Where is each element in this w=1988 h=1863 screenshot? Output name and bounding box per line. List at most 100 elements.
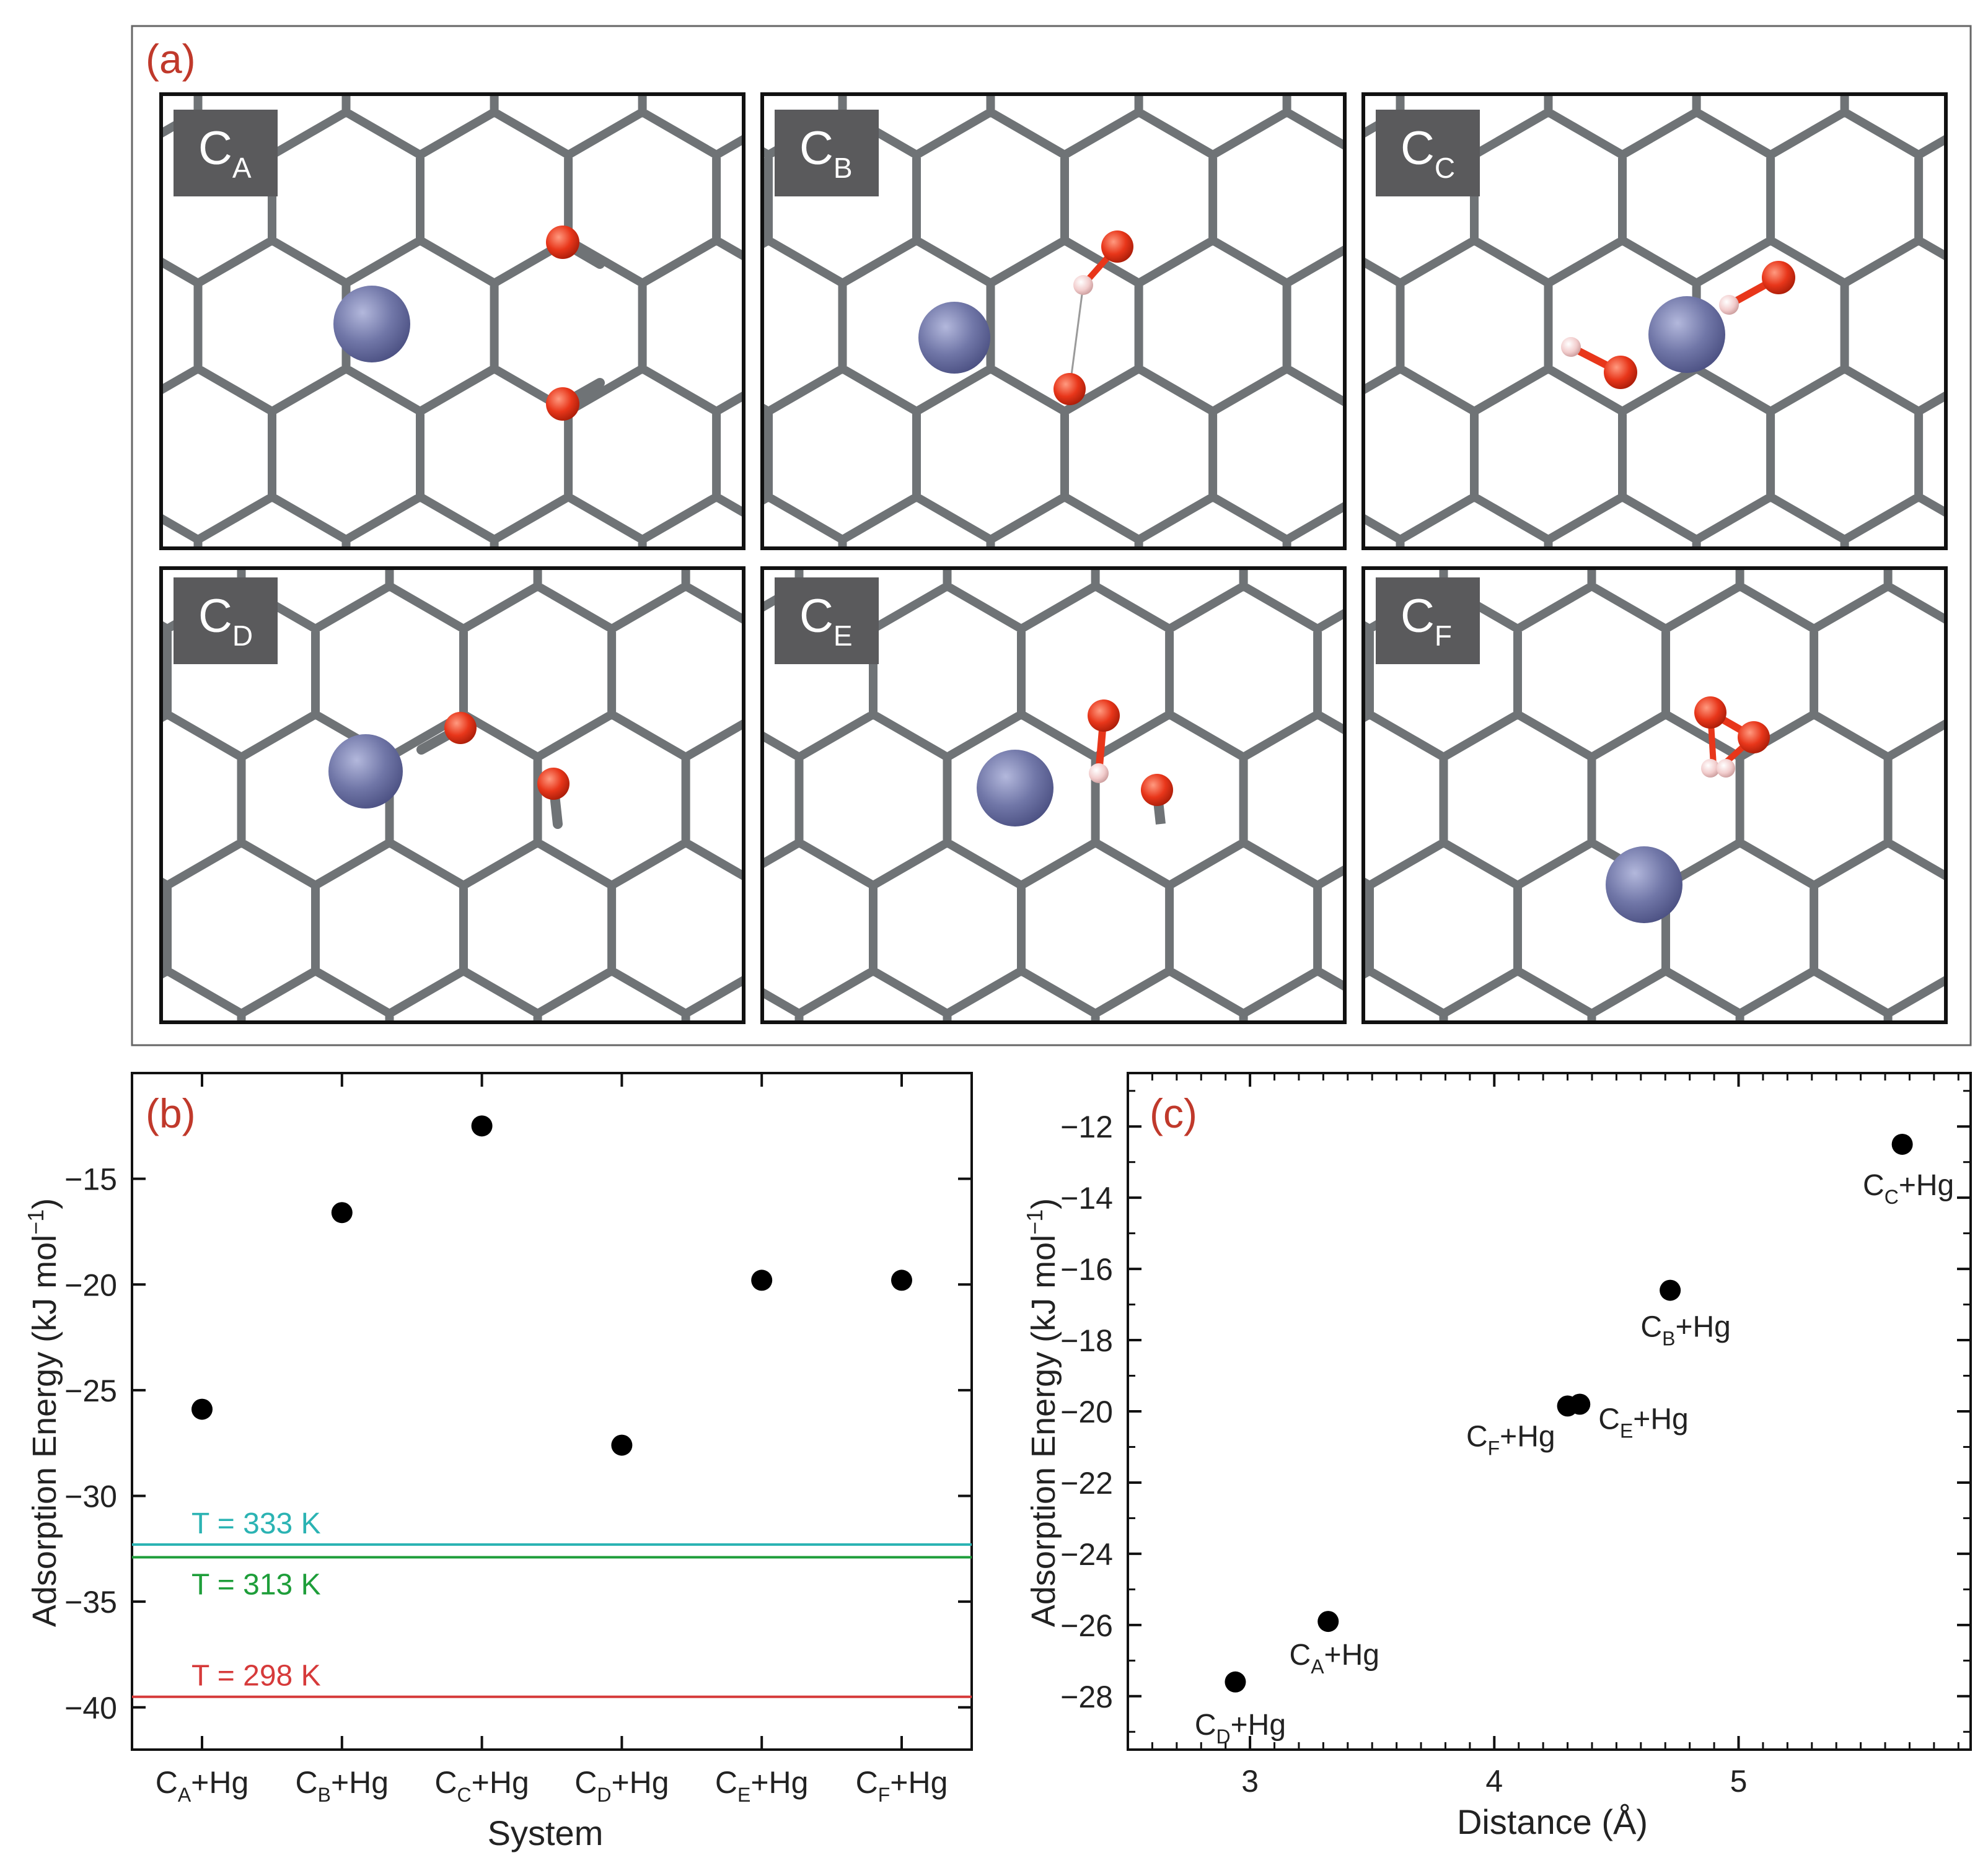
- mercury-atom: [1648, 296, 1725, 373]
- data-point-label: CD+Hg: [1195, 1709, 1286, 1748]
- data-point: [1660, 1279, 1681, 1301]
- y-tick-label: −20: [1060, 1395, 1113, 1429]
- tile-border: [760, 566, 1347, 1024]
- structure-tile-cc: CC: [1361, 92, 1948, 550]
- plot-frame: [1127, 1072, 1972, 1751]
- tile-border: [1361, 566, 1948, 1024]
- x-tick-label: 4: [1485, 1764, 1503, 1799]
- structure-label-box: [174, 110, 278, 196]
- structure-label-box: [1376, 110, 1480, 196]
- oxygen-atom: [1738, 721, 1770, 753]
- mercury-atom: [977, 750, 1053, 826]
- reference-line-label: T = 298 K: [191, 1660, 321, 1693]
- structure-label: CE: [799, 590, 853, 652]
- y-tick-label: −20: [64, 1268, 117, 1302]
- y-tick-label: −14: [1060, 1181, 1113, 1216]
- oxygen-atom: [1762, 261, 1795, 294]
- carbon-bonds: [161, 568, 744, 1022]
- data-point: [1557, 1395, 1578, 1417]
- data-points: CA+Hg CB+Hg CC+Hg CD+Hg CE+Hg CF+Hg: [1195, 1133, 1954, 1748]
- carbon-bonds: [1363, 94, 1946, 548]
- graphene-lattice: [762, 94, 1345, 548]
- structure-label-box: [775, 110, 879, 196]
- data-point: [1891, 1133, 1913, 1155]
- structure-tile-cb: CB: [760, 92, 1347, 550]
- panel-c-letter: (c): [1150, 1090, 1197, 1136]
- data-point: [191, 1398, 213, 1420]
- oxygen-atom: [444, 712, 477, 744]
- y-tick-label: −16: [1060, 1252, 1113, 1287]
- tile-border: [159, 92, 746, 550]
- y-tick-label: −28: [1060, 1680, 1113, 1714]
- tile-border: [1361, 92, 1948, 550]
- hydrogen-atom: [1561, 337, 1581, 357]
- tile-border: [760, 92, 1347, 550]
- hydrogen-atom: [1719, 295, 1739, 315]
- y-tick-label: −40: [64, 1691, 117, 1725]
- y-tick-label: −15: [64, 1162, 117, 1197]
- y-axis-ticks: −28 −26 −24 −22 −20 −18 −16 −14 −12: [1060, 1090, 1971, 1733]
- x-tick-label: 5: [1730, 1764, 1748, 1799]
- structure-label: CB: [799, 122, 853, 184]
- x-tick-label: CE+Hg: [715, 1765, 809, 1806]
- x-axis-label: System: [488, 1813, 604, 1852]
- y-axis-ticks: −40 −35 −30 −25 −20 −15: [64, 1162, 972, 1725]
- data-point-label: CE+Hg: [1598, 1403, 1688, 1442]
- x-axis-ticks: 3 4 5: [1151, 1073, 1959, 1799]
- plot-frame: [131, 1072, 973, 1751]
- structure-label-box: [1376, 577, 1480, 664]
- data-point: [1317, 1611, 1339, 1633]
- x-axis-label: Distance (Å): [1457, 1802, 1648, 1841]
- graphene-lattice: [1363, 568, 1946, 1022]
- mercury-atom: [1606, 846, 1682, 923]
- panel-a-letter: (a): [146, 36, 196, 82]
- x-tick-label: CC+Hg: [434, 1765, 529, 1806]
- y-tick-label: −22: [1060, 1466, 1113, 1501]
- y-tick-label: −30: [64, 1479, 117, 1514]
- structure-tile-ce: CE: [760, 566, 1347, 1024]
- x-tick-label: CA+Hg: [156, 1765, 249, 1806]
- structure-tile-cd: CD: [159, 566, 746, 1024]
- reference-line-label: T = 313 K: [191, 1568, 321, 1601]
- graphene-lattice: [1363, 94, 1946, 548]
- y-tick-label: −12: [1060, 1110, 1113, 1144]
- structure-tile-ca: CA: [159, 92, 746, 550]
- data-points: [191, 1115, 912, 1456]
- carbon-bonds: [161, 94, 744, 548]
- y-tick-label: −18: [1060, 1323, 1113, 1358]
- y-tick-label: −24: [1060, 1537, 1113, 1572]
- structure-label-box: [775, 577, 879, 664]
- carbon-bonds: [762, 568, 1345, 1022]
- graphene-lattice: [161, 568, 744, 1022]
- hydrogen-bond: [1068, 284, 1084, 390]
- data-point: [1225, 1671, 1246, 1693]
- oxygen-atom: [1053, 373, 1086, 405]
- x-tick-label: CD+Hg: [574, 1765, 669, 1806]
- structure-label: CF: [1401, 590, 1452, 652]
- data-point: [471, 1115, 493, 1137]
- mercury-atom: [328, 734, 403, 809]
- carbon-bonds: [762, 94, 1345, 548]
- mercury-atom: [918, 302, 990, 374]
- hydrogen-atom: [1717, 759, 1735, 778]
- hydrogen-atom: [1073, 275, 1093, 295]
- tile-border: [159, 566, 746, 1024]
- oxygen-atom: [546, 226, 579, 259]
- oxygen-atom: [1604, 356, 1637, 389]
- panel-b-letter: (b): [146, 1090, 196, 1136]
- data-point-label: CA+Hg: [1290, 1639, 1379, 1678]
- y-axis-label: Adsorption Energy (kJ mol−1): [1022, 1198, 1062, 1627]
- structure-label-box: [174, 577, 278, 664]
- mercury-atom: [333, 286, 410, 362]
- hydrogen-atom: [1701, 759, 1720, 778]
- data-point: [331, 1202, 353, 1224]
- oxygen-atom: [1141, 774, 1173, 806]
- panel-a: (a) CA: [131, 25, 1972, 1046]
- carbon-bonds: [1363, 568, 1946, 1022]
- oxygen-atom: [546, 387, 579, 421]
- oxygen-atom: [537, 768, 570, 800]
- y-tick-label: −25: [64, 1374, 117, 1408]
- reference-line-label: T = 333 K: [191, 1507, 321, 1540]
- structure-tile-cf: CF: [1361, 566, 1948, 1024]
- oxygen-atom: [1694, 696, 1726, 729]
